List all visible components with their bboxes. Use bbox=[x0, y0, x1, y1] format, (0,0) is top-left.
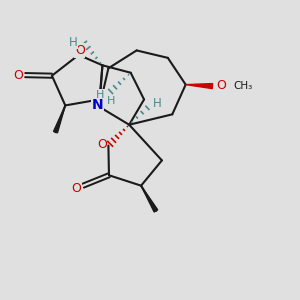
Text: O: O bbox=[97, 138, 107, 151]
Text: H: H bbox=[96, 90, 104, 100]
Polygon shape bbox=[186, 84, 213, 88]
Text: CH₃: CH₃ bbox=[234, 80, 253, 91]
Text: H: H bbox=[69, 36, 78, 49]
Text: H: H bbox=[153, 98, 162, 110]
Text: H: H bbox=[107, 96, 116, 106]
Text: O: O bbox=[72, 182, 82, 194]
Text: O: O bbox=[75, 44, 85, 57]
Text: O: O bbox=[14, 69, 24, 82]
Text: O: O bbox=[216, 79, 226, 92]
Polygon shape bbox=[53, 105, 65, 133]
Text: N: N bbox=[91, 98, 103, 112]
Polygon shape bbox=[141, 186, 158, 212]
